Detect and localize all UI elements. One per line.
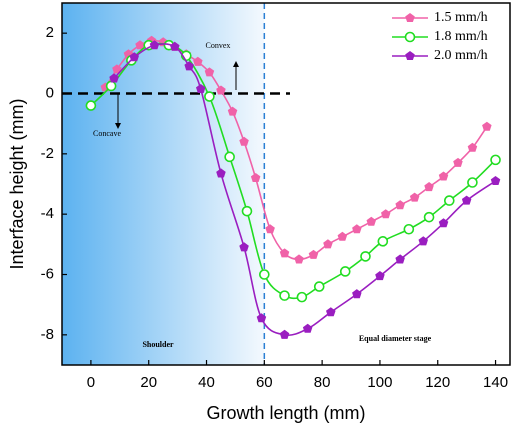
- x-tick-label: 100: [367, 374, 392, 391]
- marker: [490, 176, 501, 185]
- marker: [323, 239, 333, 249]
- marker: [405, 13, 415, 22]
- series: [100, 35, 492, 264]
- y-axis-title: Interface height (mm): [7, 98, 27, 269]
- legend-label: 1.8 mm/h: [434, 29, 488, 44]
- marker: [461, 195, 472, 205]
- annotation: Convex: [206, 41, 231, 50]
- marker: [313, 281, 325, 292]
- marker: [85, 100, 97, 111]
- marker: [196, 84, 206, 93]
- y-tick-label: -4: [41, 205, 54, 222]
- marker: [409, 192, 420, 202]
- marker: [366, 216, 376, 226]
- marker: [395, 254, 405, 264]
- marker: [216, 168, 226, 178]
- shoulder-region: [62, 3, 265, 365]
- marker: [381, 209, 391, 219]
- marker: [193, 56, 203, 66]
- annotation: Shoulder: [142, 340, 174, 349]
- marker: [339, 266, 351, 277]
- marker: [259, 269, 270, 280]
- marker: [256, 313, 267, 323]
- marker: [438, 171, 449, 181]
- y-tick-label: 0: [46, 84, 54, 101]
- annotation: Equal diameter stage: [359, 334, 432, 343]
- plot-frame: [61, 2, 511, 366]
- marker: [135, 40, 145, 50]
- annotation: Concave: [93, 129, 121, 138]
- x-tick-label: 20: [140, 374, 157, 391]
- marker: [296, 291, 308, 303]
- marker: [352, 224, 362, 234]
- marker: [109, 73, 119, 83]
- marker: [352, 289, 362, 299]
- marker: [224, 151, 235, 163]
- marker: [129, 52, 139, 62]
- marker: [403, 223, 415, 235]
- marker: [395, 200, 405, 210]
- x-tick-label: 120: [425, 374, 450, 391]
- marker: [360, 251, 371, 262]
- x-tick-label: 80: [314, 374, 331, 391]
- marker: [302, 323, 313, 333]
- y-tick-label: 2: [46, 24, 54, 41]
- marker: [326, 307, 336, 317]
- marker: [227, 106, 238, 116]
- x-tick-label: 0: [87, 374, 95, 391]
- marker: [377, 236, 389, 247]
- x-axis-title: Growth length (mm): [206, 403, 365, 423]
- y-tick-label: -6: [41, 265, 54, 282]
- marker: [405, 51, 415, 60]
- marker: [294, 254, 304, 264]
- x-tick-label: 140: [483, 374, 508, 391]
- marker: [418, 236, 428, 246]
- marker: [250, 173, 261, 182]
- marker: [204, 67, 215, 77]
- x-tick-label: 60: [256, 374, 273, 391]
- marker: [424, 182, 434, 192]
- marker: [184, 61, 194, 71]
- marker: [239, 136, 249, 146]
- marker: [112, 64, 122, 74]
- marker: [241, 205, 253, 217]
- marker: [308, 249, 319, 259]
- marker: [467, 142, 478, 152]
- marker: [279, 248, 290, 258]
- series: [109, 40, 501, 339]
- y-tick-label: -2: [41, 145, 54, 162]
- legend-label: 1.5 mm/h: [434, 10, 488, 25]
- marker: [404, 31, 416, 43]
- marker: [375, 271, 385, 281]
- marker: [279, 290, 290, 301]
- marker: [423, 211, 435, 223]
- marker: [482, 121, 492, 131]
- marker: [149, 40, 160, 50]
- marker: [467, 177, 478, 188]
- legend-label: 2.0 mm/h: [434, 48, 488, 63]
- x-tick-label: 40: [198, 374, 215, 391]
- marker: [490, 154, 501, 166]
- marker: [279, 329, 290, 339]
- marker: [204, 91, 215, 102]
- marker: [444, 195, 455, 206]
- y-tick-label: -8: [41, 326, 54, 343]
- marker: [438, 218, 449, 228]
- marker: [239, 242, 249, 252]
- marker: [453, 157, 463, 167]
- marker: [265, 224, 275, 234]
- marker: [337, 231, 348, 241]
- marker: [170, 41, 180, 51]
- marker: [216, 85, 226, 95]
- marker: [105, 80, 117, 92]
